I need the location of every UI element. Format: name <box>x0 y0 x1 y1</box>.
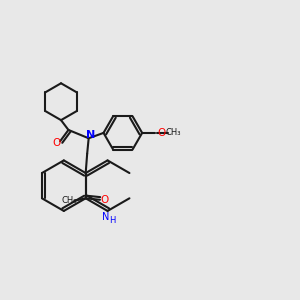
Text: N: N <box>102 212 110 223</box>
Text: N: N <box>86 130 95 140</box>
Text: O: O <box>157 128 165 138</box>
Text: O: O <box>100 195 108 205</box>
Text: CH₃: CH₃ <box>166 128 181 137</box>
Text: CH₃: CH₃ <box>61 196 77 205</box>
Text: O: O <box>52 138 61 148</box>
Text: H: H <box>109 216 115 225</box>
